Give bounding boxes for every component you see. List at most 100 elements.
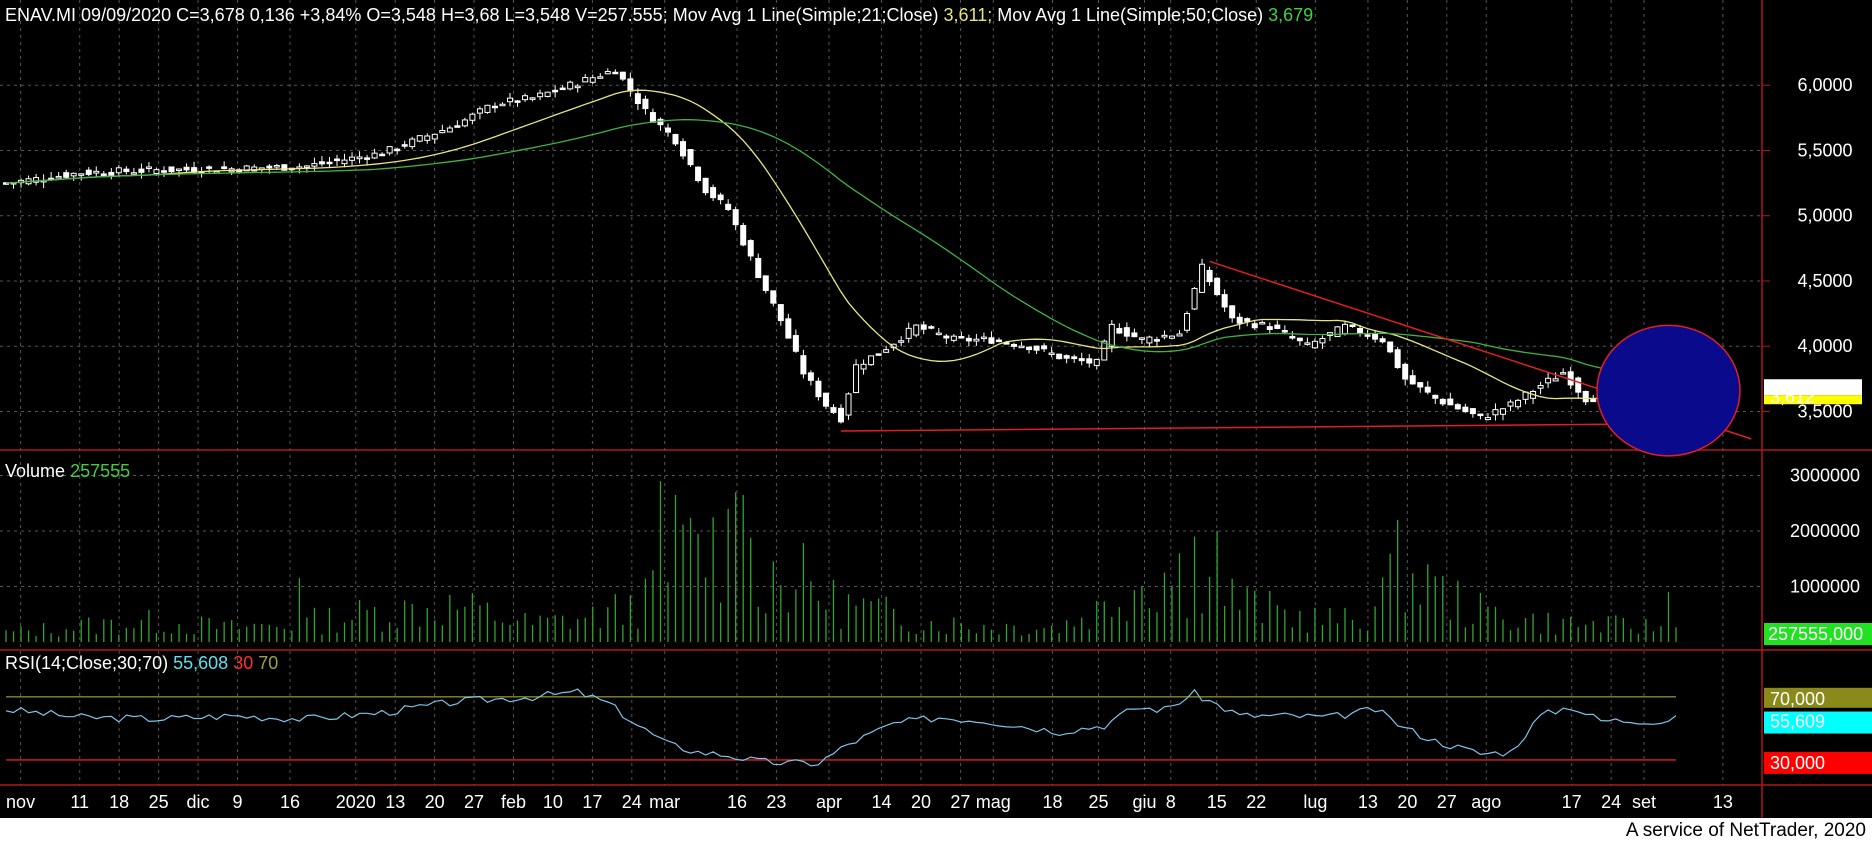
axis-layer: 6,0000 5,5000 5,0000 4,5000 4,0000 3,5000 3000… (6, 75, 1872, 812)
candle-body (130, 172, 137, 175)
candle-body (251, 166, 258, 172)
candle-body (1244, 318, 1251, 322)
candle-body (747, 240, 754, 257)
candle-body (33, 177, 40, 183)
candle-body (1289, 336, 1296, 339)
candle-body (1319, 337, 1326, 344)
candle-body (1131, 332, 1138, 338)
rsi-header: RSI(14;Close;30;70) 55,608 30 70 (5, 653, 278, 674)
candle-body (567, 81, 574, 90)
candle-body (1311, 340, 1318, 349)
x-tick-label: 8 (1166, 792, 1176, 812)
candle-body (582, 77, 589, 83)
ma21-box-label: 3,612 (1770, 387, 1815, 407)
candle-body (349, 156, 356, 161)
candle-body (732, 209, 739, 226)
candle-body (589, 77, 596, 83)
candle-body (1402, 363, 1409, 380)
candle-body (883, 349, 890, 353)
candle-body (1138, 337, 1145, 340)
x-tick-label: dic (187, 792, 210, 812)
candle-body (845, 393, 852, 416)
candle-body (522, 95, 529, 101)
price-tick-label: 3,5000 (1797, 401, 1852, 421)
candle-body (416, 135, 423, 142)
rsi-last-box (1764, 711, 1872, 734)
candle-body (446, 127, 453, 133)
last-price-label: 3,6780 (1770, 378, 1825, 398)
x-tick-label: 17 (1562, 792, 1582, 812)
candle-body (138, 168, 145, 173)
candle-body (574, 85, 581, 89)
candle-body (958, 336, 965, 339)
candle-body (890, 343, 897, 349)
candle-body (1011, 343, 1018, 347)
candle-body (1003, 342, 1010, 345)
x-tick-label: nov (6, 792, 35, 812)
candle-body (762, 275, 769, 291)
candle-body (168, 166, 175, 173)
candle-body (386, 146, 393, 154)
candle-body (1342, 323, 1349, 335)
candle-body (649, 112, 656, 123)
x-tick-label: apr (816, 792, 842, 812)
x-tick-label: 13 (385, 792, 405, 812)
price-tick-label: 5,5000 (1797, 140, 1852, 160)
x-tick-label: mar (649, 792, 680, 812)
candle-body (1266, 326, 1273, 330)
candle-body (1469, 408, 1476, 415)
candle-body (1101, 340, 1108, 361)
candle-body (672, 134, 679, 145)
candle-body (311, 163, 318, 167)
candle-body (176, 168, 183, 171)
last-volume-box (1764, 623, 1872, 645)
candle-body (800, 355, 807, 375)
candle-body (1334, 326, 1341, 338)
candle-body (333, 158, 340, 162)
candle-body (1590, 398, 1597, 403)
candle-body (725, 203, 732, 210)
candle-body (183, 166, 190, 171)
candle-body (371, 152, 378, 159)
candle-body (431, 133, 438, 140)
candle-body (1582, 391, 1589, 403)
candle-body (770, 290, 777, 304)
change-value: 0,136 (249, 5, 295, 25)
candle-body (1153, 339, 1160, 342)
candle-body (461, 119, 468, 127)
candle-body (1357, 327, 1364, 335)
volume-layer (5, 481, 1677, 642)
candle-body (604, 71, 611, 75)
x-tick-label: 27 (1437, 792, 1457, 812)
candle-body (318, 161, 325, 165)
candle-body (424, 135, 431, 141)
candle-body (1063, 355, 1070, 359)
candle-body (755, 257, 762, 279)
rsi-label: RSI(14;Close;30;70) (5, 653, 169, 673)
rsi70-box (1764, 687, 1872, 708)
x-tick-label: 20 (425, 792, 445, 812)
volume-tick-label: 3000000 (1790, 466, 1860, 486)
candle-body (1236, 316, 1243, 324)
x-tick-label: 16 (280, 792, 300, 812)
candle-body (619, 71, 626, 80)
candle-body (1432, 394, 1439, 399)
candle-body (559, 87, 566, 91)
grid (0, 0, 1872, 818)
price-tick-label: 4,0000 (1797, 336, 1852, 356)
x-tick-label: 18 (1042, 792, 1062, 812)
candle-body (537, 92, 544, 98)
symbol: ENAV.MI (5, 5, 77, 25)
candle-body (145, 166, 152, 169)
highlight-ellipse (1596, 324, 1741, 457)
candle-body (853, 364, 860, 394)
candle-body (830, 407, 837, 413)
x-tick-label: 18 (109, 792, 129, 812)
candle-body (206, 166, 213, 169)
candle-body (1424, 386, 1431, 393)
candle-body (364, 157, 371, 160)
price-tick-label: 6,0000 (1797, 75, 1852, 95)
candle-body (499, 103, 506, 107)
x-tick-label: 13 (1358, 792, 1378, 812)
candle-body (1251, 323, 1258, 329)
